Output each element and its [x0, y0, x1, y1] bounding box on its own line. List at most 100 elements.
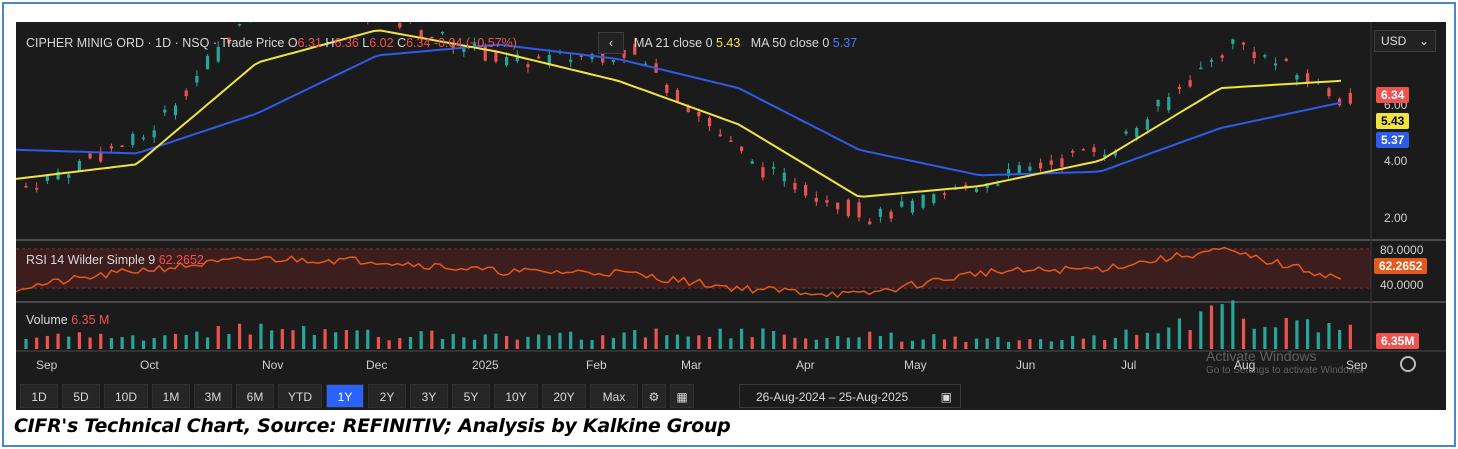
table-icon[interactable]: ▦	[670, 384, 694, 408]
volume-bar	[1103, 340, 1107, 349]
volume-bar	[248, 334, 252, 349]
rsi-value: 62.2652	[158, 253, 204, 267]
ma50-label: MA 50 close 0	[750, 36, 830, 50]
chevron-left-icon[interactable]: ‹	[598, 32, 624, 54]
candle-body	[1252, 51, 1256, 58]
volume-bar	[99, 333, 103, 349]
volume-bar	[184, 334, 188, 349]
volume-bar	[611, 337, 615, 349]
volume-bar	[633, 330, 637, 349]
volume-bar	[846, 337, 850, 349]
range-button-ytd[interactable]: YTD	[278, 384, 322, 408]
range-button-10d[interactable]: 10D	[104, 384, 148, 408]
range-button-3y[interactable]: 3Y	[410, 384, 448, 408]
volume-bar	[387, 340, 391, 349]
rsi-tick-40: 40.0000	[1380, 278, 1424, 292]
volume-bar	[1039, 339, 1043, 349]
volume-bar	[793, 337, 797, 349]
volume-bar	[526, 336, 530, 349]
candle-body	[195, 75, 199, 83]
volume-bar	[1060, 339, 1064, 349]
range-button-1d[interactable]: 1D	[20, 384, 58, 408]
candle-body	[878, 208, 882, 217]
volume-bar	[1263, 326, 1267, 349]
candle-body	[1071, 150, 1075, 153]
volume-bar	[483, 334, 487, 349]
settings-icon[interactable]: ⚙	[642, 384, 666, 408]
volume-bar	[974, 338, 979, 349]
volume-bar	[312, 334, 316, 349]
volume-bar	[163, 335, 167, 349]
candle-body	[227, 37, 231, 44]
range-button-5d[interactable]: 5D	[62, 384, 100, 408]
volume-bar	[227, 333, 231, 349]
range-button-1y[interactable]: 1Y	[326, 384, 364, 408]
volume-bar	[964, 342, 968, 349]
rsi-tick-80: 80.0000	[1380, 243, 1424, 257]
volume-bar	[205, 337, 210, 349]
candle-body	[1284, 58, 1288, 61]
volume-bar	[718, 328, 722, 349]
volume-bar	[739, 328, 744, 349]
range-button-5y[interactable]: 5Y	[452, 384, 490, 408]
candle-body	[985, 183, 989, 189]
volume-bar	[141, 340, 146, 349]
candle-body	[675, 90, 680, 103]
symbol-label: CIPHER MINIG ORD · 1D · NSQ · Trade Pric…	[26, 36, 285, 50]
volume-bar	[1188, 330, 1192, 349]
open-label: O	[287, 36, 298, 50]
settings-icon[interactable]	[1400, 356, 1416, 372]
month-label: Jul	[1121, 358, 1137, 372]
volume-bar	[1006, 341, 1011, 349]
range-button-1m[interactable]: 1M	[152, 384, 190, 408]
candle-body	[35, 188, 39, 190]
candle-body	[996, 184, 1000, 186]
range-button-10y[interactable]: 10Y	[494, 384, 538, 408]
candle-body	[643, 63, 648, 66]
month-label: Feb	[586, 358, 607, 372]
price-tick-2: 2.00	[1384, 211, 1408, 225]
range-button-2y[interactable]: 2Y	[368, 384, 406, 408]
volume-bar	[643, 337, 648, 349]
candle-body	[141, 137, 146, 140]
date-range-input[interactable]: 26-Aug-2024 – 25-Aug-2025 ▣	[739, 384, 961, 408]
month-label: 2025	[472, 358, 499, 372]
volume-header: Volume 6.35 M	[26, 313, 109, 327]
ma50-value: 5.37	[832, 36, 858, 50]
candle-body	[1039, 162, 1043, 169]
month-label: Sep	[36, 358, 58, 372]
candle-body	[772, 166, 776, 169]
volume-bar	[302, 326, 306, 349]
candle-body	[921, 194, 925, 208]
volume-bar	[932, 334, 936, 349]
volume-bar	[1338, 329, 1342, 349]
volume-bar	[772, 330, 776, 349]
range-button-max[interactable]: Max	[590, 384, 638, 408]
candle-body	[99, 152, 103, 162]
candle-body	[526, 64, 530, 68]
candle-body	[131, 133, 135, 145]
volume-label: Volume	[26, 313, 68, 327]
candle-body	[804, 184, 808, 196]
candle-body	[1177, 86, 1182, 89]
last-price-tag: 6.34	[1376, 87, 1410, 103]
volume-bar	[537, 334, 541, 349]
range-button-3m[interactable]: 3M	[194, 384, 232, 408]
volume-bar	[323, 329, 327, 349]
candle-body	[1327, 88, 1331, 97]
candle-body	[1145, 119, 1149, 130]
range-button-6m[interactable]: 6M	[236, 384, 274, 408]
candle-body	[440, 31, 445, 34]
candle-body	[1348, 92, 1352, 104]
currency-select[interactable]: USD ⌄	[1374, 30, 1436, 52]
currency-value: USD	[1381, 34, 1407, 48]
month-label: Mar	[681, 358, 702, 372]
volume-bar	[419, 331, 423, 349]
chart-svg[interactable]	[16, 22, 1446, 382]
price-tick-4: 4.00	[1384, 154, 1408, 168]
volume-bar	[270, 330, 274, 349]
chevron-down-icon: ⌄	[1418, 34, 1429, 48]
volume-bar	[173, 333, 178, 349]
volume-bar	[1028, 339, 1032, 349]
range-button-20y[interactable]: 20Y	[542, 384, 586, 408]
